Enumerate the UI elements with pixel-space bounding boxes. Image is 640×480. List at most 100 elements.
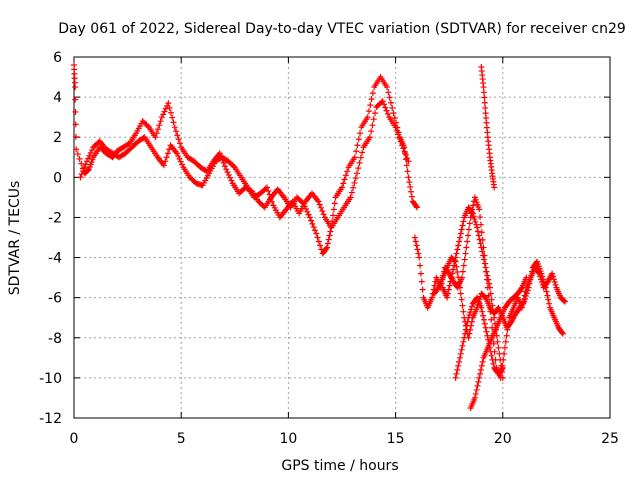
data-point [390,110,397,117]
data-point [451,258,458,265]
data-point [382,104,389,111]
data-point [161,162,168,169]
data-point [474,228,481,235]
data-point [221,163,228,170]
data-point [417,270,424,277]
data-point [452,254,459,261]
data-point [468,209,475,216]
data-point [354,170,361,177]
data-point [495,344,502,351]
data-point [407,183,414,190]
data-point [538,270,545,277]
data-point [323,245,330,252]
data-point [490,308,497,315]
y-tick-label: 0 [53,170,62,186]
data-point [480,252,487,259]
data-point [72,121,79,128]
data-point [392,124,399,131]
x-tick-label: 15 [387,431,405,447]
data-point [459,302,466,309]
data-point [381,101,388,108]
data-point [230,163,237,170]
data-point [316,201,323,208]
data-point [478,244,485,251]
data-point [412,238,419,245]
series-arc-e [439,204,506,381]
data-point [462,330,469,337]
data-point [465,314,472,321]
data-point [408,193,415,200]
data-point [476,236,483,243]
data-point [269,198,276,205]
data-point [73,146,80,153]
series-arc-a [71,62,421,257]
data-point [387,99,394,106]
data-point [474,382,481,389]
data-point [457,350,464,357]
data-point [413,242,420,249]
plot-frame [73,56,611,419]
data-point [308,217,315,224]
data-point [456,354,463,361]
data-point [501,344,508,351]
data-point [466,311,473,318]
data-point [452,374,459,381]
y-axis-label: SDTVAR / TECUs [7,181,23,296]
data-point [456,238,463,245]
data-point [523,290,530,297]
data-point [309,220,316,227]
data-point [353,148,360,155]
data-point [479,308,486,315]
data-point [391,114,398,121]
data-point [224,169,231,176]
data-point [225,171,232,178]
data-point [315,198,322,205]
data-point [325,236,332,243]
data-point [162,105,169,112]
data-point [467,309,474,316]
data-point [478,304,485,311]
data-point [545,296,552,303]
data-point [479,358,486,365]
data-point [379,98,386,105]
data-point [315,238,322,245]
data-point [408,188,415,195]
data-point [544,292,551,299]
data-point [78,171,85,178]
data-point [455,362,462,369]
series-arc-f [452,294,506,381]
data-point [481,320,488,327]
data-point [456,284,463,291]
data-point [356,159,363,166]
y-tick-label: -12 [39,411,62,427]
data-point [471,394,478,401]
data-point [482,324,489,331]
data-point [306,214,313,221]
data-point [350,184,357,191]
data-point [550,276,557,283]
data-point [324,240,331,247]
data-point [444,294,451,301]
data-point [540,279,547,286]
y-tick-label: -10 [39,371,62,387]
data-point [450,262,457,269]
grid-lines [74,57,610,418]
series-arc-b [77,98,412,231]
data-point [320,211,327,218]
data-point [158,114,165,121]
data-point [72,108,79,115]
y-tick-label: -2 [48,210,62,226]
data-point [170,119,177,126]
data-point [528,268,535,275]
data-point [406,179,413,186]
data-point [411,234,418,241]
data-point [166,104,173,111]
data-point [429,294,436,301]
data-point [477,366,484,373]
data-point [317,242,324,249]
data-point [400,145,407,152]
data-point [156,122,163,129]
data-point [524,287,531,294]
x-tick-label: 20 [494,431,512,447]
data-point [76,155,83,162]
